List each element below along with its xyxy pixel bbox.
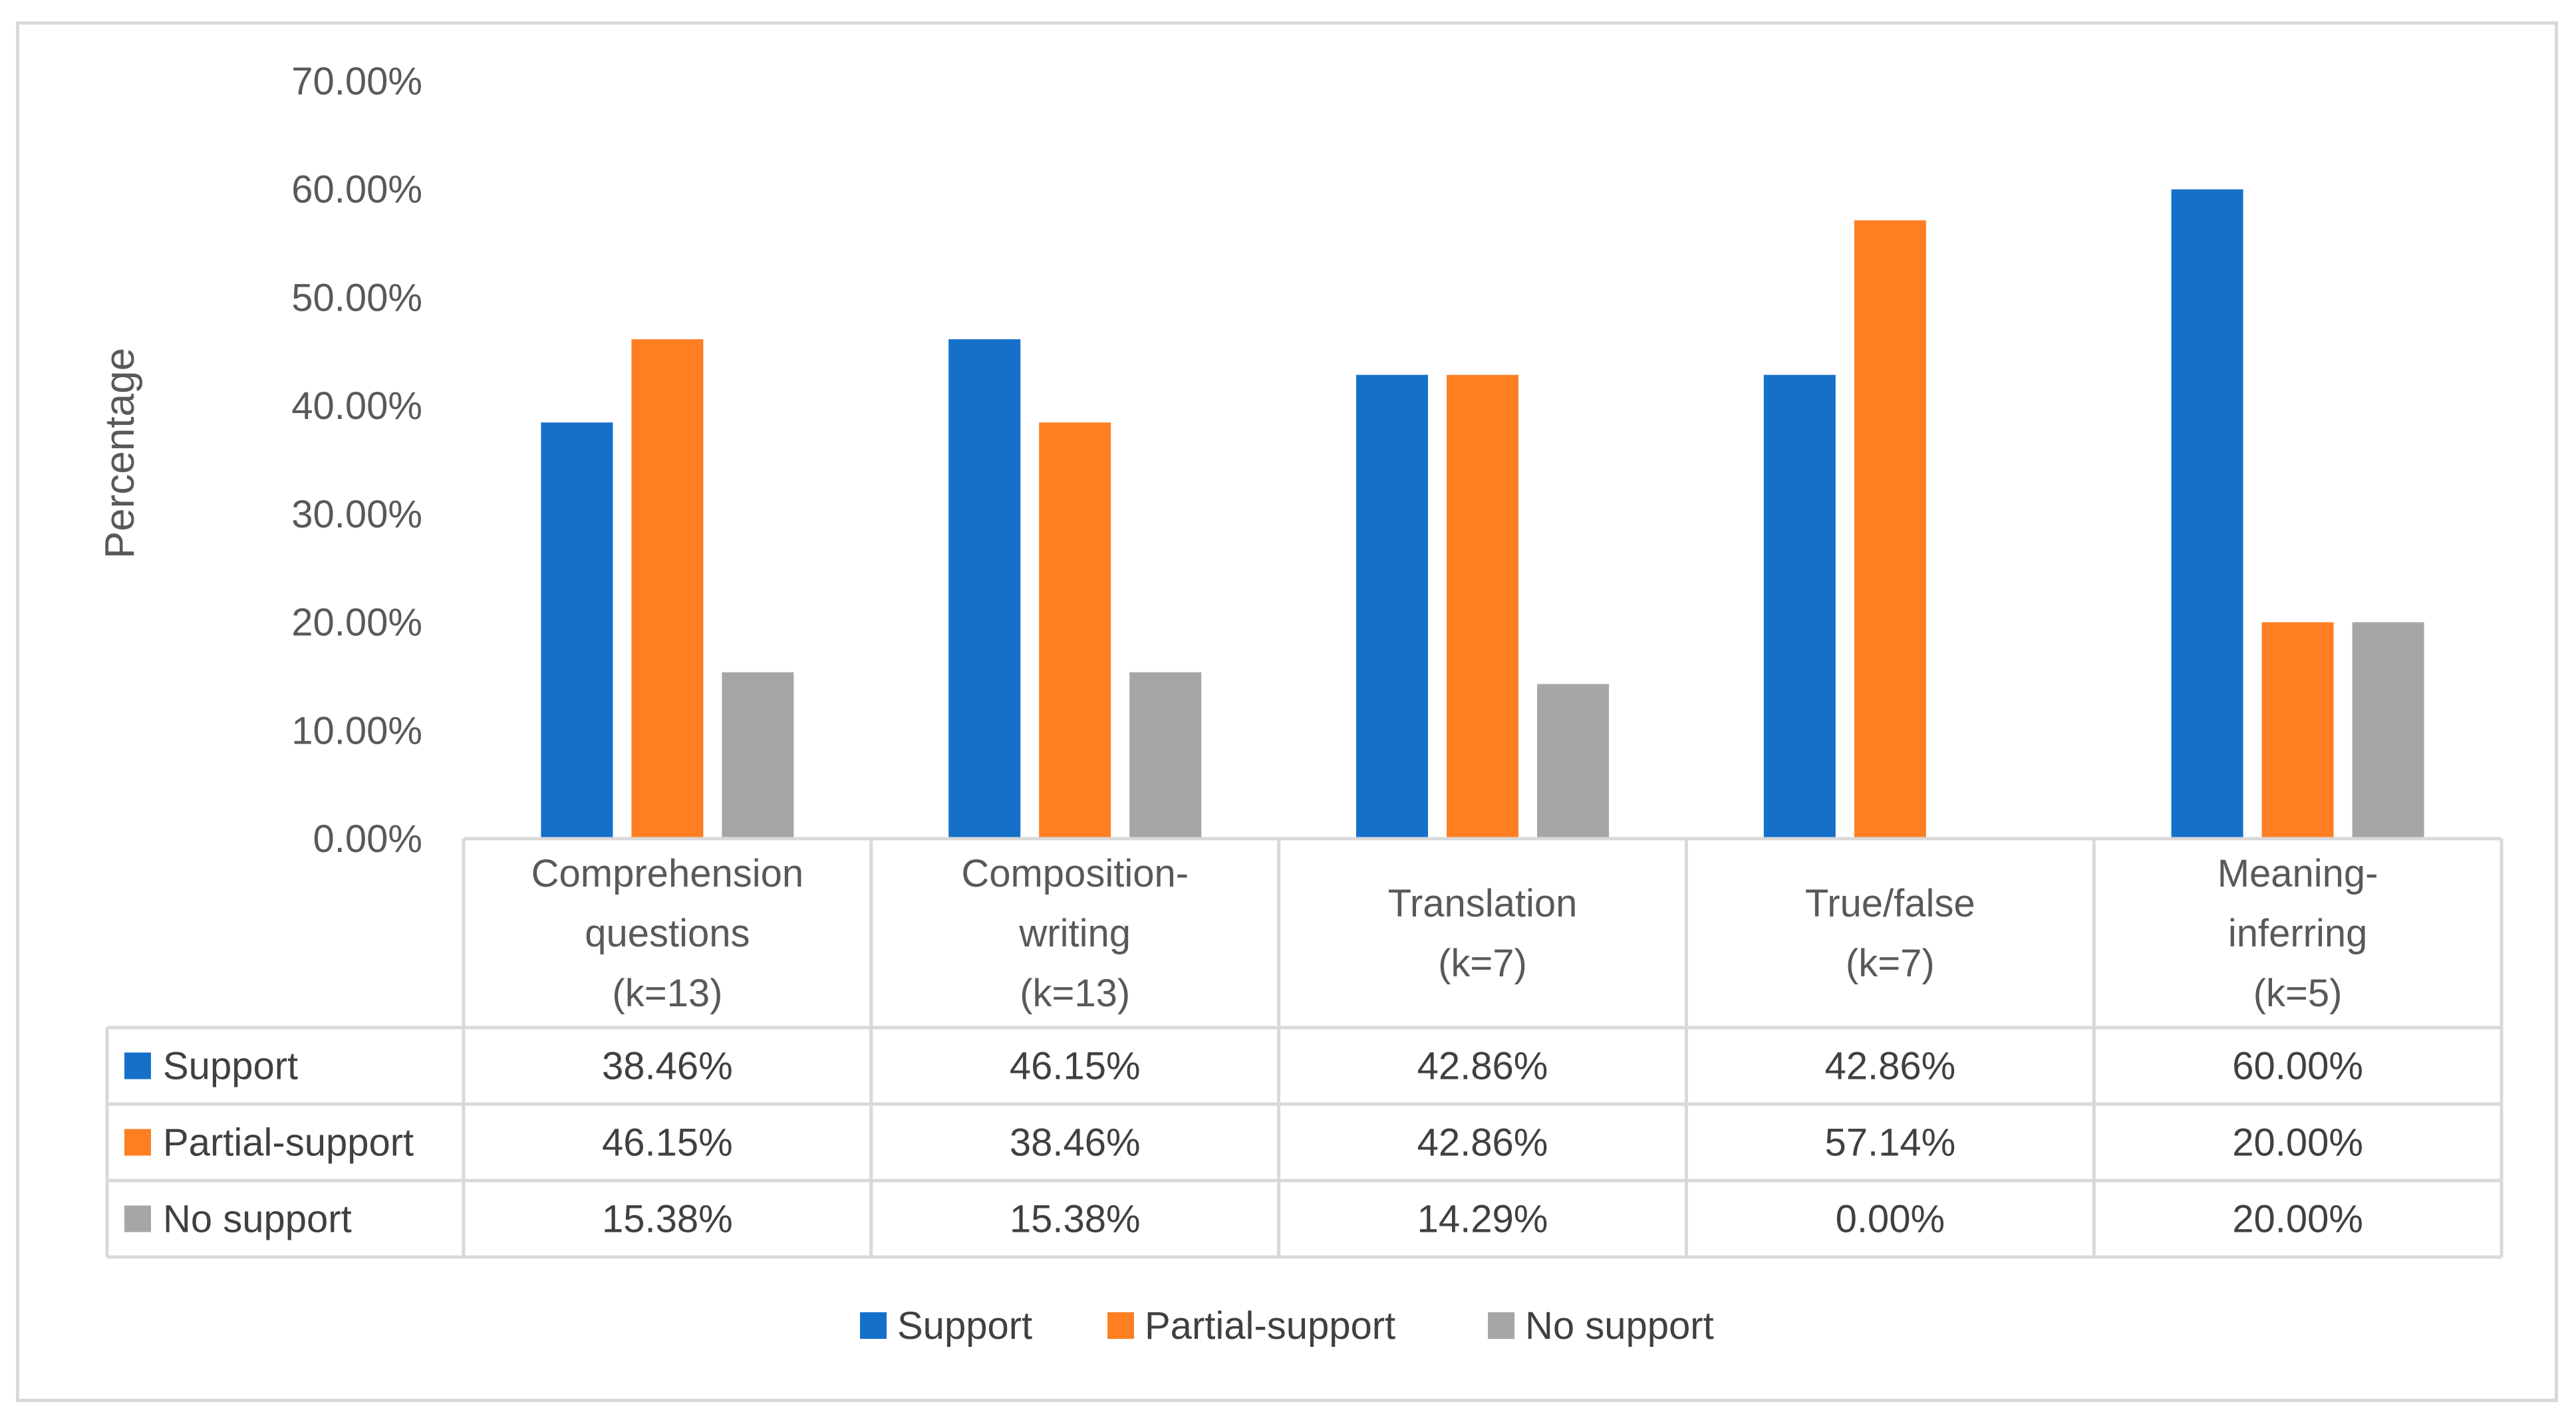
chart-frame: 0.00% 10.00% 20.00% 30.00% 40.00% 50.00% 60.00… [16, 21, 2558, 1402]
y-tick-label: 60.00% [291, 168, 422, 212]
category-label: inferring [2228, 912, 2368, 955]
y-tick-label: 30.00% [291, 493, 422, 536]
bar-support-4 [2171, 189, 2243, 839]
table-cell-value: 15.38% [1010, 1198, 1141, 1241]
legend-label: No support [1525, 1304, 1714, 1348]
bars-group [541, 189, 2424, 839]
legend-swatch-1 [1107, 1312, 1134, 1339]
category-label: Meaning- [2218, 852, 2378, 895]
category-label: Translation [1388, 882, 1578, 925]
category-label: (k=13) [1020, 972, 1130, 1015]
table-row-label: Support [163, 1045, 298, 1088]
bar-support-3 [1763, 374, 1836, 839]
category-label: (k=7) [1846, 942, 1935, 985]
table-cell-value: 57.14% [1824, 1121, 1955, 1165]
table-cell-value: 14.29% [1417, 1198, 1548, 1241]
table-row-label: No support [163, 1198, 352, 1241]
table-cell-value: 42.86% [1824, 1045, 1955, 1088]
bar-partial-support-1 [1039, 422, 1111, 839]
category-label: Composition- [961, 852, 1189, 895]
table-cell-value: 15.38% [602, 1198, 733, 1241]
table-legend-key-0 [124, 1052, 151, 1079]
table-cell-value: 60.00% [2232, 1045, 2363, 1088]
y-tick-label: 0.00% [313, 817, 422, 861]
category-label: True/false [1805, 882, 1975, 925]
bar-no-support-2 [1537, 684, 1609, 839]
table-cell-value: 38.46% [1010, 1121, 1141, 1165]
y-tick-label: 70.00% [291, 60, 422, 103]
y-tick-label: 10.00% [291, 709, 422, 752]
table-cell-value: 46.15% [602, 1121, 733, 1165]
y-axis-title: Percentage [97, 348, 143, 559]
table-cell-value: 0.00% [1836, 1198, 1945, 1241]
table-cell-value: 42.86% [1417, 1045, 1548, 1088]
legend: Support Partial-support No support [860, 1304, 1714, 1348]
legend-label: Partial-support [1145, 1304, 1395, 1348]
bar-no-support-1 [1129, 672, 1202, 839]
bar-no-support-0 [722, 672, 794, 839]
bar-support-0 [541, 422, 613, 839]
data-table: Comprehension questions (k=13) Composition-… [105, 837, 2504, 1259]
category-label: (k=5) [2253, 972, 2343, 1015]
table-legend-key-2 [124, 1205, 151, 1232]
table-cell-value: 20.00% [2232, 1121, 2363, 1165]
bar-no-support-4 [2352, 622, 2424, 839]
y-tick-label: 50.00% [291, 276, 422, 319]
bar-partial-support-4 [2261, 622, 2334, 839]
y-axis-title-group: Percentage [97, 348, 143, 559]
chart-svg: 0.00% 10.00% 20.00% 30.00% 40.00% 50.00% 60.00… [97, 60, 2504, 1348]
legend-label: Support [897, 1304, 1032, 1348]
table-row-label: Partial-support [163, 1121, 414, 1165]
table-cell-value: 20.00% [2232, 1198, 2363, 1241]
y-axis-ticks: 0.00% 10.00% 20.00% 30.00% 40.00% 50.00% 60.00… [291, 60, 422, 861]
bar-partial-support-0 [631, 339, 704, 839]
category-label: (k=13) [612, 972, 722, 1015]
legend-swatch-0 [860, 1312, 887, 1339]
y-tick-label: 20.00% [291, 601, 422, 644]
category-label: Comprehension [531, 852, 803, 895]
table-cell-value: 42.86% [1417, 1121, 1548, 1165]
table-legend-key-1 [124, 1129, 151, 1156]
bar-partial-support-2 [1447, 374, 1518, 839]
legend-swatch-2 [1488, 1312, 1514, 1339]
bar-support-2 [1356, 374, 1428, 839]
category-label: writing [1018, 912, 1131, 955]
table-cell-value: 46.15% [1010, 1045, 1141, 1088]
bar-partial-support-3 [1854, 220, 1926, 839]
category-label: (k=7) [1438, 942, 1527, 985]
table-cell-value: 38.46% [602, 1045, 733, 1088]
y-tick-label: 40.00% [291, 384, 422, 428]
bar-support-1 [948, 339, 1021, 839]
category-label: questions [585, 912, 750, 955]
